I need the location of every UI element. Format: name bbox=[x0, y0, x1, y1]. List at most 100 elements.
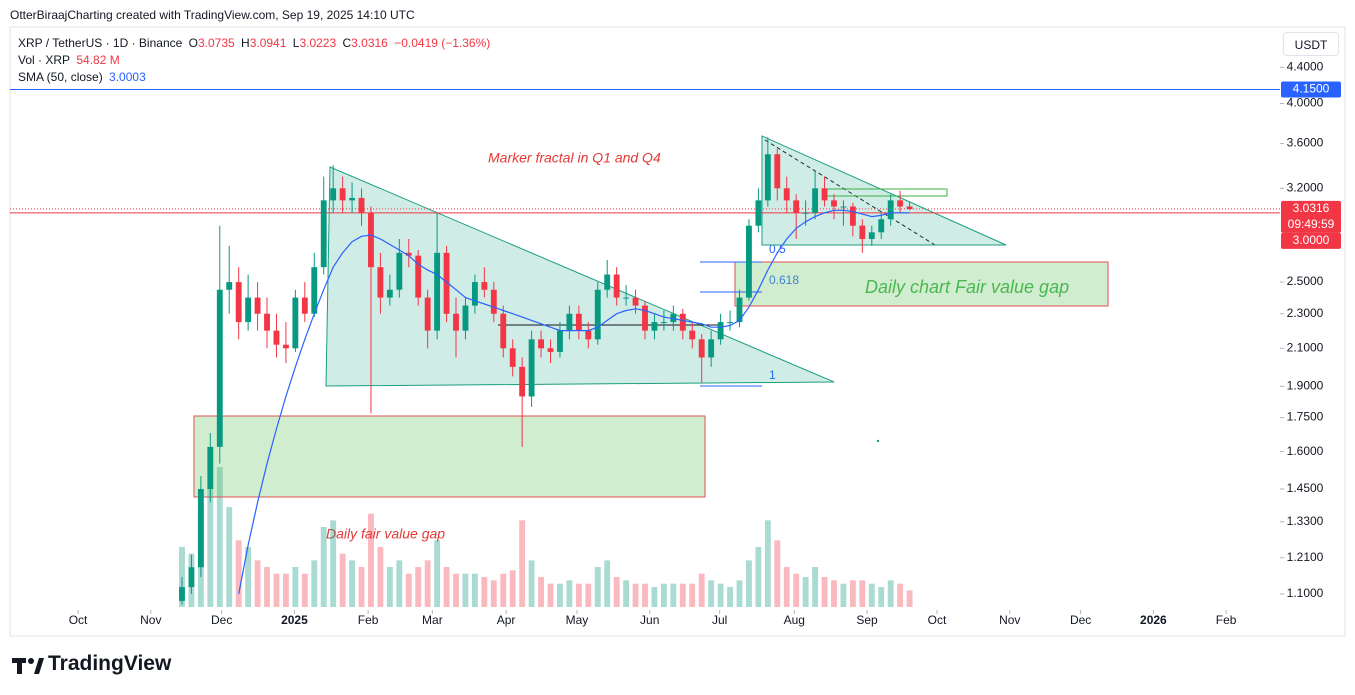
volume-bar bbox=[783, 567, 790, 607]
volume-bar bbox=[746, 560, 752, 607]
price-label: 4.1500 bbox=[1293, 82, 1330, 96]
y-tick-label: 4.4000 bbox=[1287, 60, 1324, 74]
volume-bar bbox=[812, 567, 819, 607]
x-tick-label: Oct bbox=[69, 613, 88, 627]
candle-body bbox=[831, 200, 837, 207]
x-tick-label: Jun bbox=[640, 613, 659, 627]
volume-bar bbox=[490, 580, 497, 607]
dot bbox=[876, 439, 880, 443]
volume-bar bbox=[386, 567, 393, 607]
candle-body bbox=[708, 339, 715, 358]
volume-bar bbox=[424, 560, 431, 607]
volume-bar bbox=[264, 567, 270, 607]
candle-body bbox=[897, 200, 904, 207]
volume-bar bbox=[717, 583, 724, 607]
volume-bar bbox=[831, 580, 837, 607]
candle-body bbox=[207, 446, 214, 489]
y-tick-label: 1.6000 bbox=[1287, 444, 1324, 458]
candle-body bbox=[755, 200, 762, 226]
candle-body bbox=[727, 322, 733, 324]
x-tick-label: Aug bbox=[784, 613, 805, 627]
volume-bar bbox=[736, 580, 743, 607]
x-tick-label: Apr bbox=[497, 613, 516, 627]
logo-part bbox=[34, 658, 44, 674]
candle-body bbox=[613, 274, 620, 298]
candle-body bbox=[320, 200, 327, 268]
volume-bar bbox=[670, 583, 677, 607]
ohlc-label: O bbox=[188, 36, 198, 50]
volume-bar bbox=[887, 580, 894, 607]
x-tick-label: Oct bbox=[928, 613, 947, 627]
volume-bar bbox=[216, 467, 223, 607]
volume-bar bbox=[311, 560, 318, 607]
ohlc-value: 3.0316 bbox=[351, 36, 388, 50]
volume-bar bbox=[698, 573, 705, 607]
volume-bar bbox=[840, 583, 847, 607]
candle-body bbox=[368, 212, 374, 268]
candle-body bbox=[802, 212, 809, 214]
candle-body bbox=[188, 567, 195, 588]
y-tick-label: 1.3300 bbox=[1287, 514, 1324, 528]
x-tick-label: Dec bbox=[1070, 613, 1091, 627]
volume-bar bbox=[471, 573, 478, 607]
annotation: Marker fractal in Q1 and Q4 bbox=[488, 150, 661, 166]
x-tick-label: Dec bbox=[211, 613, 232, 627]
candle-body bbox=[358, 197, 365, 213]
annotation: Daily fair value gap bbox=[326, 526, 445, 542]
candle-body bbox=[887, 200, 894, 220]
volume-bar bbox=[878, 587, 885, 607]
candle-body bbox=[651, 322, 658, 331]
candle-body bbox=[604, 274, 611, 290]
volume-bar bbox=[443, 567, 450, 607]
logo-icon bbox=[12, 658, 44, 674]
volume-bar bbox=[292, 567, 299, 607]
candle-body bbox=[301, 297, 308, 314]
volume-bar bbox=[273, 573, 280, 607]
candle-body bbox=[226, 282, 233, 290]
candle-body bbox=[717, 322, 724, 340]
y-tick-label: 3.6000 bbox=[1287, 136, 1324, 150]
volume-bar bbox=[764, 520, 771, 607]
candle-body bbox=[235, 282, 242, 323]
candle-body bbox=[689, 330, 696, 340]
candle-body bbox=[906, 206, 913, 210]
candle-body bbox=[859, 225, 866, 240]
y-tick-label: 3.2000 bbox=[1287, 180, 1324, 194]
volume-bar bbox=[245, 547, 252, 607]
volume-bar bbox=[679, 583, 686, 607]
currency-button[interactable]: USDT bbox=[1283, 32, 1339, 56]
x-tick-label: Feb bbox=[358, 613, 379, 627]
x-tick-label: Nov bbox=[140, 613, 161, 627]
candle-body bbox=[849, 206, 856, 226]
candle-body bbox=[197, 488, 204, 568]
candle-body bbox=[736, 297, 743, 323]
volume-bar bbox=[632, 583, 639, 607]
candle-body bbox=[783, 188, 790, 201]
sma-legend: SMA (50, close) 3.0003 bbox=[18, 70, 149, 84]
candle-body bbox=[415, 255, 422, 298]
triangle-pattern bbox=[325, 166, 835, 387]
volume-bar bbox=[481, 577, 488, 607]
candle-body bbox=[330, 188, 337, 201]
x-tick-label: Nov bbox=[999, 613, 1020, 627]
volume-bar bbox=[349, 560, 355, 607]
attribution-text: OtterBiraajCharting created with Trading… bbox=[10, 8, 415, 22]
volume-bar bbox=[179, 547, 185, 607]
candle-body bbox=[670, 313, 677, 323]
volume-bar bbox=[377, 547, 384, 607]
candle-body bbox=[764, 154, 771, 201]
candle-body bbox=[273, 330, 280, 345]
volume-bar bbox=[660, 583, 667, 607]
volume-bar bbox=[226, 507, 233, 607]
fair-value-gap-box bbox=[734, 261, 1109, 307]
chart-frame bbox=[9, 26, 1346, 637]
candle-body bbox=[547, 348, 554, 352]
fair-value-gap-box bbox=[193, 415, 706, 498]
x-tick-label: Mar bbox=[422, 613, 443, 627]
x-tick-label: 2026 bbox=[1140, 613, 1167, 627]
ohlc-value: 3.0735 bbox=[197, 36, 235, 50]
candle-body bbox=[245, 297, 252, 323]
candle-body bbox=[538, 339, 544, 349]
volume-bar bbox=[594, 567, 601, 607]
volume-bar bbox=[623, 580, 630, 607]
